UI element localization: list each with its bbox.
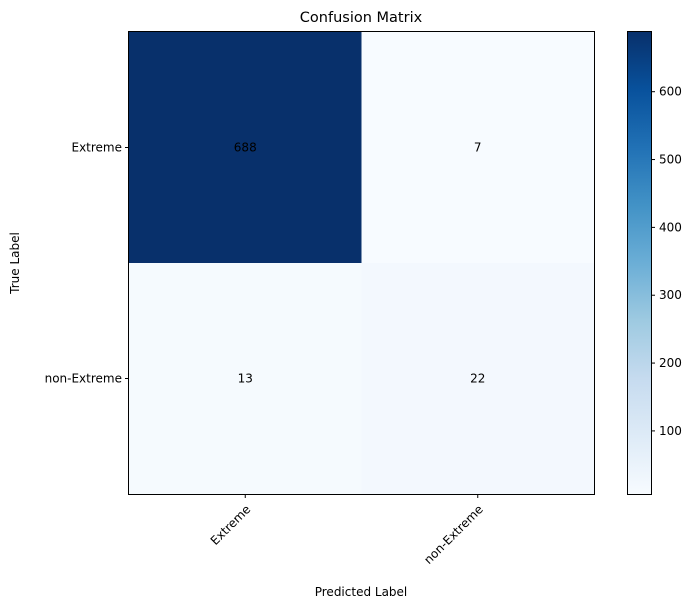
- x-tick-label: Extreme: [208, 502, 254, 548]
- heatmap-cell: [129, 32, 362, 264]
- x-axis-ticks: Extreme non-Extreme: [208, 494, 486, 567]
- colorbar-ticks: 100 200 300 400 500 600: [651, 85, 682, 438]
- heatmap-cell: [129, 263, 362, 495]
- plot-frame: [128, 31, 595, 495]
- colorbar-tick-label: 200: [659, 356, 682, 370]
- colorbar-tick-label: 600: [659, 85, 682, 99]
- y-axis-label: True Label: [8, 232, 22, 295]
- x-tick-label: non-Extreme: [421, 502, 486, 567]
- colorbar-tick-label: 300: [659, 288, 682, 302]
- heatmap-cell: [361, 32, 595, 264]
- x-axis-label: Predicted Label: [315, 585, 408, 599]
- y-tick-label: non-Extreme: [45, 372, 122, 386]
- heatmap-cell: [361, 263, 595, 495]
- colorbar: [627, 31, 652, 495]
- colorbar-tick-label: 100: [659, 424, 682, 438]
- chart-title: Confusion Matrix: [300, 10, 423, 26]
- heatmap-cells: [129, 32, 595, 495]
- y-axis-ticks: Extreme non-Extreme: [45, 141, 129, 386]
- cell-value-labels: 688 7 13 22: [234, 141, 486, 386]
- cell-value-label: 22: [470, 372, 485, 386]
- cell-value-label: 13: [238, 372, 253, 386]
- colorbar-tick-label: 500: [659, 153, 682, 167]
- cell-value-label: 7: [474, 141, 482, 155]
- colorbar-tick-label: 400: [659, 220, 682, 234]
- y-tick-label: Extreme: [71, 141, 122, 155]
- cell-value-label: 688: [234, 141, 257, 155]
